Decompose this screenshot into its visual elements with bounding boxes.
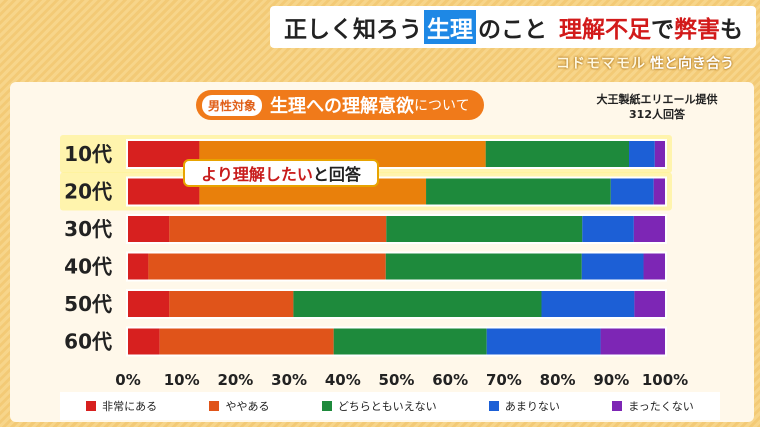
- bar-segment: [385, 253, 582, 280]
- bar-segment: [169, 291, 294, 317]
- x-tick-label: 90%: [593, 371, 629, 389]
- bar-segment: [581, 253, 644, 280]
- legend-item: ややある: [209, 398, 269, 414]
- legend-item: 非常にある: [86, 398, 157, 414]
- legend-label: あまりない: [504, 400, 560, 413]
- subtitle-rest: について: [414, 98, 470, 114]
- x-tick-label: 10%: [164, 371, 200, 389]
- x-tick-label: 30%: [271, 371, 307, 389]
- chart-subtitle: 男性対象 生理への理解意欲 について: [196, 90, 484, 120]
- x-tick-label: 40%: [325, 371, 361, 389]
- legend-item: どちらともいえない: [321, 398, 437, 414]
- legend-label: まったくない: [628, 400, 694, 413]
- bar-segment: [654, 141, 665, 167]
- bar-segment: [169, 216, 387, 242]
- brand-logo: コドモマモル: [556, 56, 646, 72]
- bar-segment: [633, 216, 665, 242]
- legend-label: どちらともいえない: [337, 400, 437, 413]
- bar-segment: [610, 178, 654, 205]
- bar-segment: [128, 328, 160, 355]
- headline-part-6: 弊害: [674, 17, 720, 43]
- x-tick-label: 20%: [217, 371, 253, 389]
- category-label: 40代: [64, 255, 112, 279]
- legend-swatch: [209, 401, 220, 411]
- legend-swatch: [321, 401, 332, 411]
- headline-banner: 正しく知ろう 生理 のこと 理解不足 で 弊害 も: [270, 6, 756, 48]
- category-label: 10代: [64, 142, 112, 166]
- source-note: 大王製紙エリエール提供 312人回答: [582, 92, 732, 122]
- legend-label: ややある: [225, 400, 270, 413]
- x-tick-label: 70%: [486, 371, 522, 389]
- headline-highlight: 生理: [424, 10, 476, 44]
- bar-segment: [643, 253, 665, 280]
- callout-box: より理解したい と回答: [183, 159, 379, 187]
- bar-segment: [148, 253, 386, 280]
- headline-part-4: 理解不足: [559, 17, 651, 43]
- bar-segment: [629, 141, 655, 167]
- x-tick-label: 0%: [115, 371, 140, 389]
- bar-segment: [426, 178, 611, 205]
- x-tick-label: 50%: [379, 371, 415, 389]
- category-label: 50代: [64, 292, 112, 316]
- x-tick-label: 60%: [432, 371, 468, 389]
- callout-rest: と回答: [312, 165, 361, 184]
- bar-segment: [128, 253, 149, 280]
- headline-part-5: で: [651, 17, 674, 43]
- bar-segment: [293, 291, 542, 317]
- bar-segment: [486, 328, 601, 355]
- category-label: 20代: [64, 180, 112, 204]
- legend-swatch: [612, 401, 623, 411]
- bar-segment: [582, 216, 634, 242]
- headline-part-1: 正しく知ろう: [284, 17, 422, 43]
- headline-part-7: も: [720, 17, 743, 43]
- x-tick-label: 100%: [642, 371, 688, 389]
- program-brand: コドモマモル 性と向き合う: [556, 52, 734, 74]
- target-tag: 男性対象: [202, 94, 263, 116]
- bar-segment: [159, 328, 334, 355]
- chart-legend: 非常にある ややある どちらともいえない あまりない まったくない: [60, 392, 720, 420]
- bar-segment: [333, 328, 487, 355]
- bar-segment: [653, 178, 665, 205]
- headline-part-3: のこと: [478, 17, 547, 43]
- bar-segment: [600, 328, 665, 355]
- legend-item: まったくない: [612, 398, 694, 414]
- bar-segment: [128, 216, 170, 242]
- category-label: 30代: [64, 217, 112, 241]
- legend-item: あまりない: [488, 398, 560, 414]
- bar-segment: [386, 216, 583, 242]
- legend-swatch: [86, 401, 97, 411]
- category-label: 60代: [64, 330, 112, 354]
- brand-text: 性と向き合う: [650, 56, 734, 72]
- x-tick-label: 80%: [540, 371, 576, 389]
- bar-segment: [634, 291, 665, 317]
- subtitle-main: 生理への理解意欲: [270, 96, 415, 117]
- bar-segment: [128, 291, 170, 317]
- legend-label: 非常にある: [102, 400, 158, 413]
- source-line-2: 312人回答: [629, 108, 685, 121]
- callout-emphasis: より理解したい: [201, 165, 313, 184]
- bar-segment: [485, 141, 630, 167]
- legend-swatch: [488, 401, 499, 411]
- source-line-1: 大王製紙エリエール提供: [596, 93, 718, 106]
- bar-segment: [541, 291, 635, 317]
